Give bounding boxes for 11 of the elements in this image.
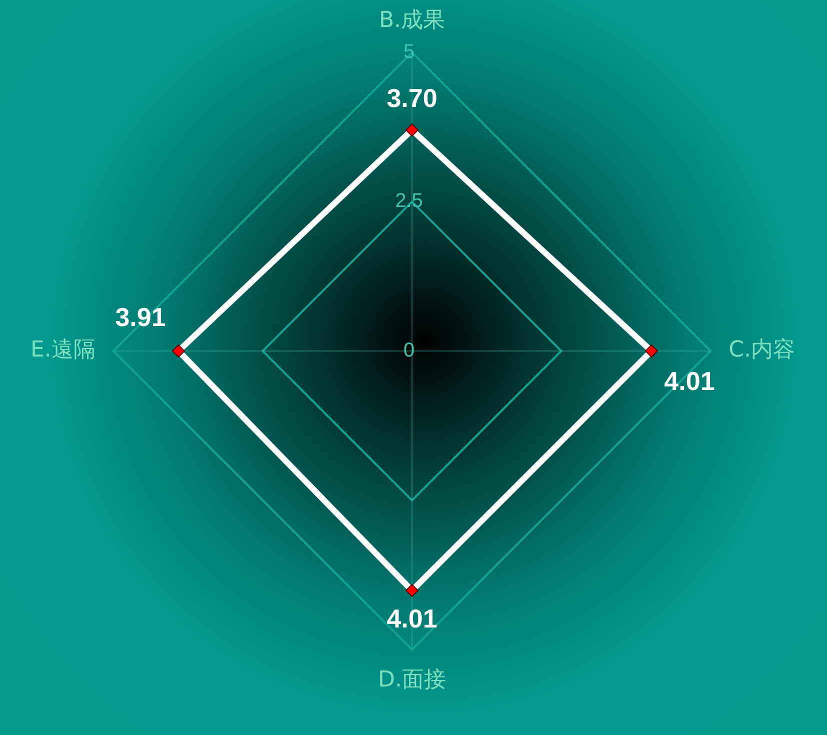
- data-label: 4.01: [664, 366, 715, 396]
- data-label: 3.91: [115, 302, 166, 332]
- spoke-label: E.遠隔: [30, 338, 96, 363]
- data-label: 4.01: [386, 604, 438, 634]
- spoke-label: D.面接: [378, 668, 446, 693]
- spoke-label: C.内容: [728, 338, 795, 363]
- y-tick-label: 5: [403, 40, 415, 63]
- spoke-label: B.成果: [378, 8, 446, 33]
- y-tick-label: 2.5: [395, 190, 423, 212]
- data-label: 3.70: [386, 83, 438, 114]
- y-tick-label: 0: [403, 340, 415, 362]
